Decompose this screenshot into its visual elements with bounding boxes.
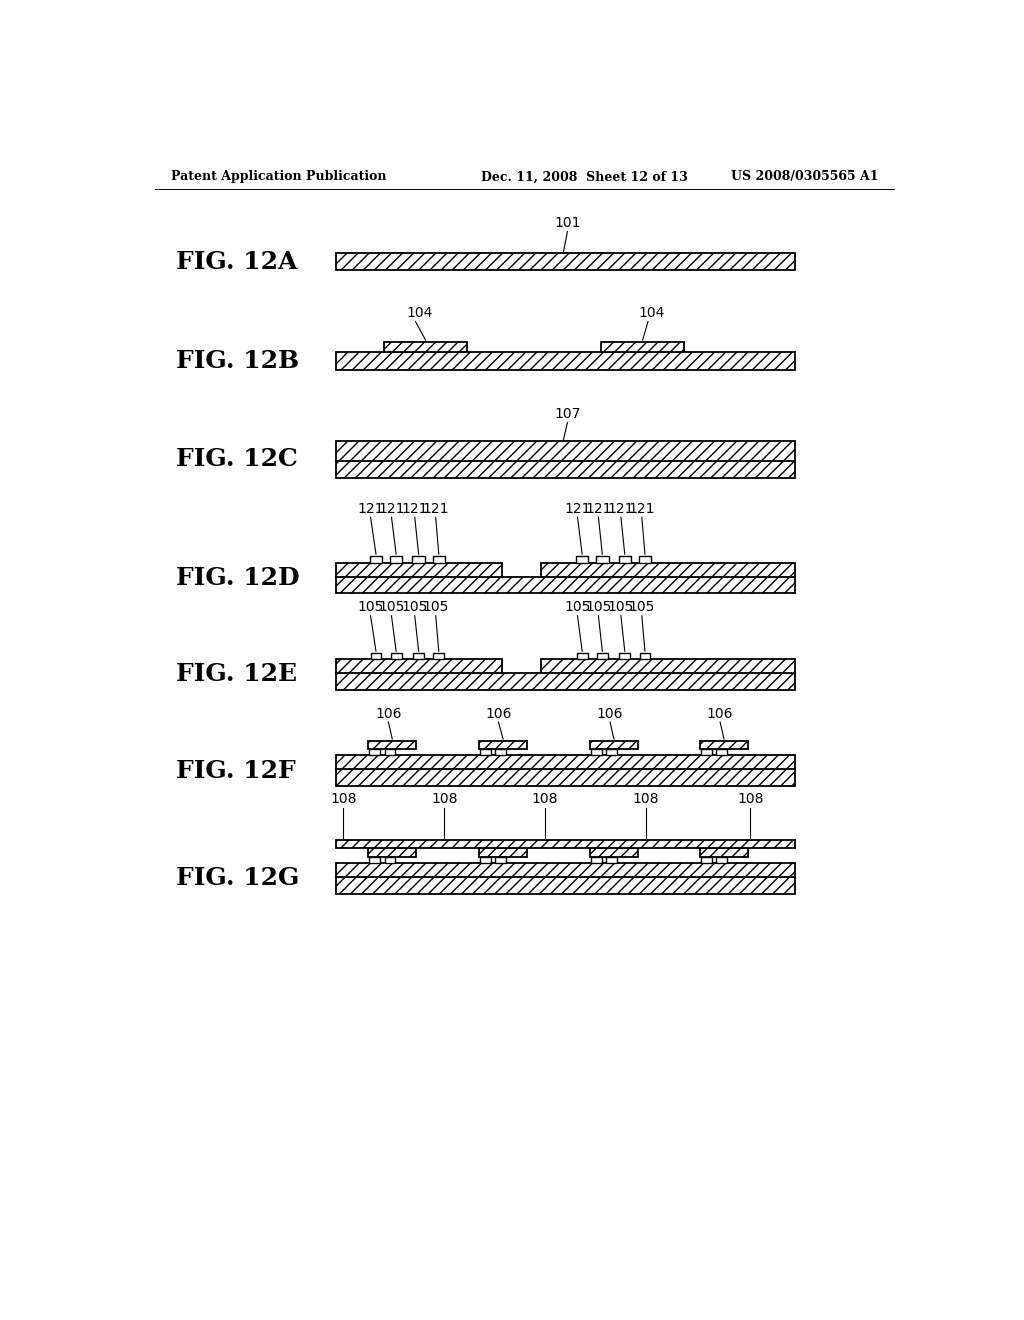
Text: 107: 107 bbox=[554, 407, 581, 421]
Text: 108: 108 bbox=[330, 792, 356, 807]
Bar bbox=[384, 342, 467, 351]
Bar bbox=[479, 741, 527, 748]
Bar bbox=[336, 351, 795, 370]
Bar bbox=[391, 653, 401, 659]
Bar bbox=[541, 659, 795, 673]
Bar bbox=[336, 441, 795, 461]
Bar bbox=[336, 840, 795, 849]
Text: 106: 106 bbox=[597, 706, 624, 721]
Bar bbox=[601, 342, 684, 351]
Bar bbox=[432, 556, 445, 562]
Bar bbox=[496, 857, 506, 863]
Bar bbox=[370, 556, 382, 562]
Text: 121: 121 bbox=[423, 502, 449, 516]
Text: 121: 121 bbox=[357, 502, 384, 516]
Bar bbox=[336, 659, 503, 673]
Bar bbox=[700, 748, 712, 755]
Bar bbox=[414, 653, 424, 659]
Bar bbox=[433, 653, 444, 659]
Text: 108: 108 bbox=[633, 792, 659, 807]
Text: 105: 105 bbox=[629, 601, 655, 614]
Text: FIG. 12C: FIG. 12C bbox=[176, 447, 298, 471]
Text: 105: 105 bbox=[607, 601, 634, 614]
Text: US 2008/0305565 A1: US 2008/0305565 A1 bbox=[731, 170, 879, 183]
Text: 105: 105 bbox=[378, 601, 404, 614]
Text: 105: 105 bbox=[423, 601, 449, 614]
Bar bbox=[590, 741, 638, 748]
Text: 105: 105 bbox=[401, 601, 428, 614]
Bar bbox=[336, 577, 795, 594]
Text: 108: 108 bbox=[737, 792, 764, 807]
Bar bbox=[606, 748, 617, 755]
Text: Patent Application Publication: Patent Application Publication bbox=[171, 170, 386, 183]
Text: 104: 104 bbox=[407, 306, 432, 321]
Text: 104: 104 bbox=[639, 306, 665, 321]
Bar bbox=[369, 741, 417, 748]
Text: FIG. 12A: FIG. 12A bbox=[176, 249, 298, 273]
Bar bbox=[336, 863, 795, 876]
Text: FIG. 12E: FIG. 12E bbox=[176, 663, 297, 686]
Bar bbox=[480, 748, 490, 755]
Text: 121: 121 bbox=[401, 502, 428, 516]
Bar bbox=[575, 556, 589, 562]
Bar bbox=[596, 556, 608, 562]
Bar bbox=[700, 849, 748, 857]
Bar bbox=[413, 556, 425, 562]
Text: 121: 121 bbox=[607, 502, 634, 516]
Bar bbox=[591, 748, 601, 755]
Bar bbox=[639, 556, 651, 562]
Bar bbox=[336, 770, 795, 785]
Text: Dec. 11, 2008  Sheet 12 of 13: Dec. 11, 2008 Sheet 12 of 13 bbox=[480, 170, 687, 183]
Bar bbox=[577, 653, 588, 659]
Text: 121: 121 bbox=[585, 502, 611, 516]
Bar bbox=[336, 562, 503, 577]
Text: 106: 106 bbox=[375, 706, 401, 721]
Bar bbox=[700, 857, 712, 863]
Bar bbox=[369, 748, 380, 755]
Text: FIG. 12D: FIG. 12D bbox=[176, 566, 300, 590]
Bar bbox=[620, 653, 630, 659]
Bar bbox=[479, 849, 527, 857]
Bar bbox=[369, 849, 417, 857]
Bar bbox=[390, 556, 402, 562]
Bar bbox=[716, 748, 727, 755]
Bar bbox=[385, 857, 395, 863]
Bar bbox=[590, 849, 638, 857]
Bar bbox=[371, 653, 381, 659]
Bar bbox=[541, 562, 795, 577]
Bar bbox=[700, 741, 748, 748]
Text: 105: 105 bbox=[586, 601, 611, 614]
Text: 106: 106 bbox=[707, 706, 733, 721]
Bar bbox=[640, 653, 650, 659]
Text: 106: 106 bbox=[485, 706, 512, 721]
Bar bbox=[336, 876, 795, 894]
Text: FIG. 12F: FIG. 12F bbox=[176, 759, 296, 783]
Bar bbox=[336, 253, 795, 271]
Text: 108: 108 bbox=[431, 792, 458, 807]
Text: 121: 121 bbox=[564, 502, 591, 516]
Bar bbox=[618, 556, 631, 562]
Bar bbox=[591, 857, 601, 863]
Text: 108: 108 bbox=[531, 792, 558, 807]
Text: 101: 101 bbox=[554, 216, 581, 230]
Text: 121: 121 bbox=[378, 502, 404, 516]
Bar bbox=[716, 857, 727, 863]
Bar bbox=[369, 857, 380, 863]
Text: 121: 121 bbox=[629, 502, 655, 516]
Bar bbox=[597, 653, 607, 659]
Bar bbox=[336, 755, 795, 770]
Bar bbox=[385, 748, 395, 755]
Bar bbox=[496, 748, 506, 755]
Bar bbox=[336, 673, 795, 689]
Bar bbox=[480, 857, 490, 863]
Bar bbox=[606, 857, 617, 863]
Text: 105: 105 bbox=[564, 601, 591, 614]
Text: FIG. 12G: FIG. 12G bbox=[176, 866, 299, 891]
Text: FIG. 12B: FIG. 12B bbox=[176, 348, 299, 374]
Text: 105: 105 bbox=[357, 601, 384, 614]
Bar bbox=[336, 461, 795, 478]
